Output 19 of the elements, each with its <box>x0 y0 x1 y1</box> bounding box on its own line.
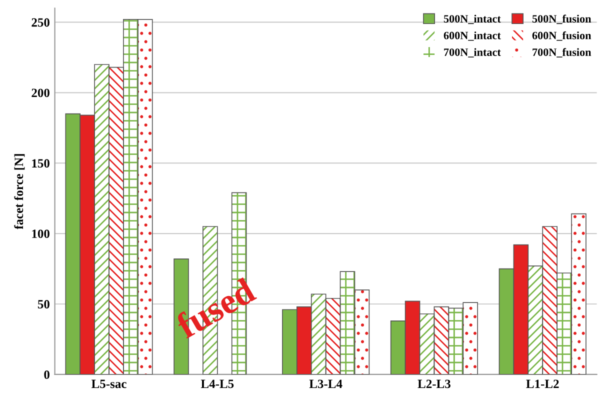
y-tick-label: 0 <box>44 370 50 379</box>
y-tick-label: 50 <box>38 300 50 308</box>
y-axis-title: facet force [N] <box>14 154 25 230</box>
legend-label: 600N_fusion <box>532 31 592 41</box>
y-tick-label: 150 <box>32 159 50 168</box>
legend-label: 700N_fusion <box>532 48 592 58</box>
annotation: fused <box>174 276 258 340</box>
y-tick-label: 250 <box>32 18 50 27</box>
x-tick-label: L4-L5 <box>200 380 234 388</box>
legend-label: 500N_fusion <box>532 14 592 24</box>
legend-label: 500N_intact <box>444 14 501 24</box>
y-tick-label: 200 <box>32 88 50 98</box>
legend-label: 600N_intact <box>444 31 501 41</box>
x-tick-label: L5-sac <box>92 380 126 388</box>
x-tick-label: L3-L4 <box>309 380 342 388</box>
x-tick-label: L2-L3 <box>418 380 450 388</box>
y-tick-label: 100 <box>32 230 50 238</box>
x-tick-label: L1-L2 <box>526 380 559 388</box>
legend-label: 700N_intact <box>444 48 501 58</box>
